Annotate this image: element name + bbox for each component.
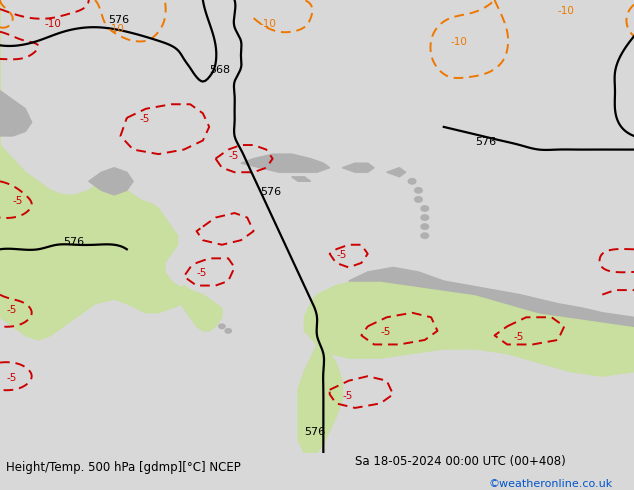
- Circle shape: [421, 215, 429, 220]
- Polygon shape: [349, 268, 634, 326]
- Circle shape: [415, 196, 422, 202]
- Text: -10: -10: [260, 19, 277, 29]
- Polygon shape: [342, 163, 374, 172]
- Polygon shape: [241, 154, 330, 172]
- Polygon shape: [387, 168, 406, 177]
- Text: 576: 576: [260, 187, 281, 197]
- Circle shape: [225, 329, 231, 333]
- Text: -10: -10: [450, 37, 467, 48]
- Text: -5: -5: [342, 391, 353, 401]
- Text: 568: 568: [209, 65, 230, 74]
- Text: -5: -5: [6, 305, 16, 315]
- Circle shape: [219, 324, 225, 329]
- Polygon shape: [89, 168, 133, 195]
- Text: ©weatheronline.co.uk: ©weatheronline.co.uk: [488, 479, 612, 490]
- Polygon shape: [298, 344, 342, 453]
- Text: -10: -10: [44, 19, 61, 29]
- Text: -5: -5: [6, 373, 16, 383]
- Text: -10: -10: [558, 5, 575, 16]
- Text: 576: 576: [304, 427, 325, 437]
- Text: -5: -5: [514, 332, 524, 342]
- Text: 576: 576: [63, 237, 84, 247]
- Text: 576: 576: [476, 137, 496, 147]
- Circle shape: [421, 233, 429, 239]
- Polygon shape: [0, 0, 190, 340]
- Circle shape: [408, 178, 416, 184]
- Polygon shape: [178, 286, 222, 331]
- Text: -10: -10: [108, 24, 125, 34]
- Text: -5: -5: [380, 327, 391, 338]
- Circle shape: [421, 206, 429, 211]
- Text: -5: -5: [13, 196, 23, 206]
- Circle shape: [421, 224, 429, 229]
- Polygon shape: [304, 281, 634, 376]
- Text: -5: -5: [228, 150, 238, 161]
- Text: Sa 18-05-2024 00:00 UTC (00+408): Sa 18-05-2024 00:00 UTC (00+408): [355, 455, 566, 468]
- Text: -5: -5: [197, 269, 207, 278]
- Polygon shape: [292, 177, 311, 181]
- Text: 576: 576: [108, 15, 129, 24]
- Circle shape: [415, 188, 422, 193]
- Text: -5: -5: [139, 114, 150, 124]
- Polygon shape: [0, 91, 32, 136]
- Text: Height/Temp. 500 hPa [gdmp][°C] NCEP: Height/Temp. 500 hPa [gdmp][°C] NCEP: [6, 461, 241, 473]
- Text: -5: -5: [336, 250, 346, 260]
